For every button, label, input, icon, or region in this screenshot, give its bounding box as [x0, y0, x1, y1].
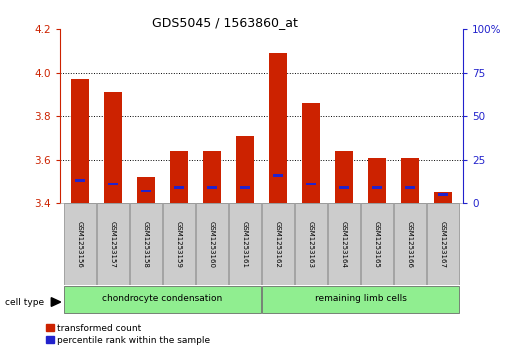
Bar [137, 177, 155, 203]
Bar [108, 183, 118, 185]
Bar [141, 190, 151, 192]
Text: cell type: cell type [5, 298, 44, 306]
Text: GSM1253162: GSM1253162 [275, 221, 281, 268]
Bar [229, 203, 260, 285]
Text: GSM1253166: GSM1253166 [407, 221, 413, 268]
Bar [306, 183, 316, 185]
Bar [394, 203, 426, 285]
Bar [196, 203, 228, 285]
Bar [339, 186, 349, 189]
Bar [64, 286, 260, 313]
Bar [427, 203, 459, 285]
Bar [174, 186, 184, 189]
Text: GSM1253159: GSM1253159 [176, 221, 182, 268]
Text: GSM1253163: GSM1253163 [308, 221, 314, 268]
Bar [203, 151, 221, 203]
Bar [269, 53, 287, 203]
Text: chondrocyte condensation: chondrocyte condensation [103, 294, 223, 303]
Text: GSM1253164: GSM1253164 [341, 221, 347, 268]
Bar [263, 203, 294, 285]
Bar [104, 92, 122, 203]
Bar [97, 203, 129, 285]
Bar [361, 203, 393, 285]
Text: GSM1253167: GSM1253167 [440, 221, 446, 268]
Text: remaining limb cells: remaining limb cells [315, 294, 406, 303]
Text: GSM1253158: GSM1253158 [143, 221, 149, 268]
Bar [335, 151, 353, 203]
Bar [295, 203, 327, 285]
Text: GSM1253165: GSM1253165 [374, 221, 380, 268]
Text: GSM1253157: GSM1253157 [110, 221, 116, 268]
Bar [372, 186, 382, 189]
Text: GSM1253161: GSM1253161 [242, 221, 248, 268]
Text: GSM1253156: GSM1253156 [77, 221, 83, 268]
Bar [207, 186, 217, 189]
Bar [401, 158, 419, 203]
Polygon shape [51, 298, 61, 306]
Bar [302, 103, 320, 203]
Bar [368, 158, 386, 203]
Bar [236, 136, 254, 203]
Bar [163, 203, 195, 285]
Bar [170, 151, 188, 203]
Bar [434, 192, 452, 203]
Bar [273, 174, 283, 177]
Text: GSM1253160: GSM1253160 [209, 221, 215, 268]
Bar [438, 193, 448, 196]
Bar [130, 203, 162, 285]
Bar [328, 203, 360, 285]
Bar [405, 186, 415, 189]
Bar [75, 179, 85, 182]
Bar [240, 186, 250, 189]
Bar [71, 79, 89, 203]
Legend: transformed count, percentile rank within the sample: transformed count, percentile rank withi… [47, 324, 210, 344]
Text: GDS5045 / 1563860_at: GDS5045 / 1563860_at [152, 16, 298, 29]
Bar [64, 203, 96, 285]
Bar [263, 286, 459, 313]
